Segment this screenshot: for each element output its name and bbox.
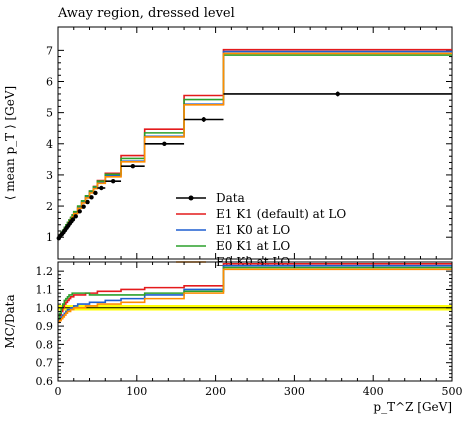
data-point [201,117,206,122]
legend-label-data: Data [216,191,245,205]
ratio-y-tick-label: 1.0 [36,302,54,315]
main-y-ticks: 1 2 3 4 5 6 7 [46,44,452,244]
main-y-axis-label: ⟨ mean p_T ⟩ [GeV] [3,86,17,200]
ratio-y-tick-label: 0.7 [36,357,54,370]
data-points-group [56,91,452,241]
data-point [110,178,116,184]
data-point [73,214,78,219]
x-tick-label: 500 [442,385,463,398]
data-point [85,199,90,205]
ratio-series-line-e0-k1-at-lo [58,266,452,320]
x-tick-label: 400 [363,385,384,398]
x-tick-label: 0 [55,385,62,398]
ratio-frame [57,261,453,382]
x-tick-label: 300 [284,385,305,398]
data-point [81,204,86,209]
ratio-series-line-e0-k0-at-lo [58,268,452,324]
legend-label-3: E0 K1 at LO [216,239,290,253]
ratio-y-tick-label: 1.1 [36,283,54,296]
main-y-tick-label: 6 [46,75,53,88]
x-tick-label: 200 [205,385,226,398]
data-point [99,185,104,191]
main-y-tick-label: 4 [46,138,53,151]
main-x-ticks [57,27,453,259]
ratio-y-tick-label: 0.6 [36,375,54,388]
ratio-x-ticks: 0 100 200 300 400 500 [55,262,463,398]
ratio-y-tick-label: 1.2 [36,265,54,278]
data-point [77,209,82,214]
legend-marker-data [188,195,194,201]
main-y-tick-label: 5 [46,107,53,120]
chart-title: Away region, dressed level [57,6,235,21]
legend: Data E1 K1 (default) at LO E1 K0 at LO E0 K… [176,191,346,269]
main-y-tick-label: 7 [46,44,53,57]
main-panel: 1 2 3 4 5 6 7 Away region, dressed level ⟨ mea… [3,6,453,269]
ratio-series-group [58,263,452,324]
main-y-tick-label: 1 [46,231,53,244]
x-tick-label: 100 [126,385,147,398]
ratio-y-ticks: 0.6 0.7 0.8 0.9 1.0 1.1 1.2 [36,265,452,388]
ratio-y-tick-label: 0.9 [36,320,54,333]
ratio-y-tick-label: 0.8 [36,338,54,351]
data-point [162,141,167,146]
main-y-tick-label: 2 [46,200,53,213]
ratio-series-line-e1-k0-at-lo [58,264,452,322]
x-axis-label: p_T^Z [GeV] [373,400,452,414]
data-point [89,195,94,200]
main-frame [57,26,453,260]
legend-label-1: E1 K1 (default) at LO [216,207,346,221]
main-y-tick-label: 3 [46,169,53,182]
data-point [70,217,76,222]
ratio-y-axis-label: MC/Data [3,294,17,348]
data-point [335,91,340,97]
data-point [130,164,136,169]
legend-label-2: E1 K0 at LO [216,223,290,237]
ratio-panel: 0.6 0.7 0.8 0.9 1.0 1.1 1.2 0 100 200 300 400 500 M… [3,261,463,414]
data-point [93,190,98,196]
